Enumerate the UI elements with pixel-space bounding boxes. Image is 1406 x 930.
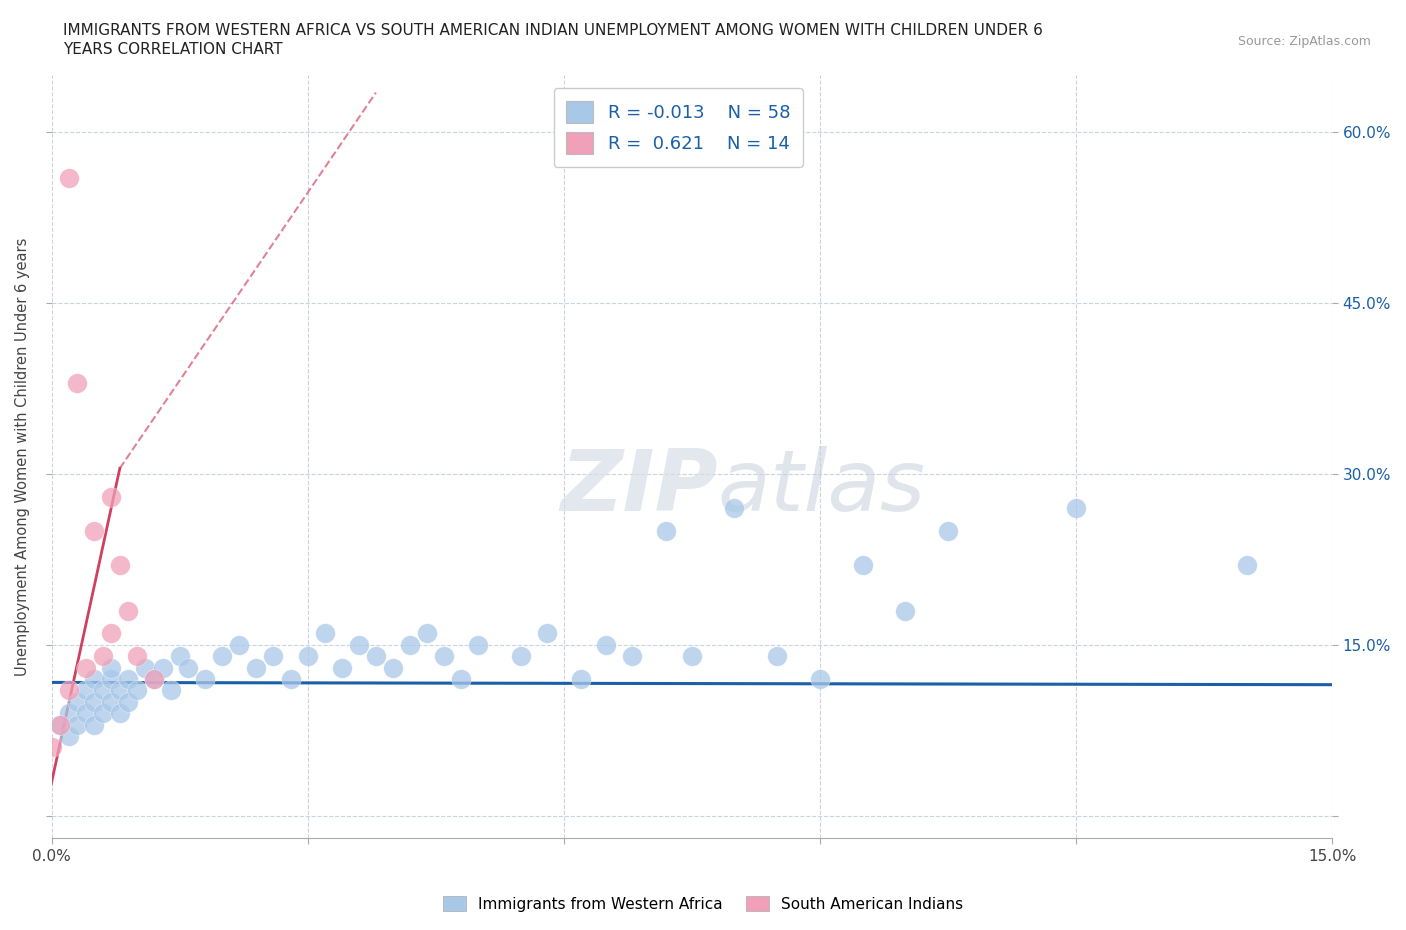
Point xyxy=(58,706,80,721)
Point xyxy=(416,626,439,641)
Legend: Immigrants from Western Africa, South American Indians: Immigrants from Western Africa, South Am… xyxy=(437,889,969,918)
Text: IMMIGRANTS FROM WESTERN AFRICA VS SOUTH AMERICAN INDIAN UNEMPLOYMENT AMONG WOMEN: IMMIGRANTS FROM WESTERN AFRICA VS SOUTH … xyxy=(63,23,1043,38)
Text: YEARS CORRELATION CHART: YEARS CORRELATION CHART xyxy=(63,42,283,57)
Point xyxy=(364,649,387,664)
Point xyxy=(100,671,122,686)
Point xyxy=(108,683,131,698)
Point xyxy=(450,671,472,686)
Point xyxy=(100,695,122,710)
Point xyxy=(297,649,319,664)
Point xyxy=(228,637,250,652)
Point xyxy=(433,649,456,664)
Point xyxy=(49,717,72,732)
Point xyxy=(117,604,139,618)
Point xyxy=(66,695,89,710)
Point xyxy=(108,706,131,721)
Point xyxy=(49,717,72,732)
Point xyxy=(91,706,114,721)
Point xyxy=(125,683,148,698)
Point xyxy=(894,604,917,618)
Point xyxy=(58,728,80,743)
Point xyxy=(936,524,959,538)
Point xyxy=(125,649,148,664)
Point xyxy=(117,695,139,710)
Point xyxy=(100,626,122,641)
Point xyxy=(100,489,122,504)
Point xyxy=(595,637,617,652)
Point xyxy=(108,558,131,573)
Point xyxy=(160,683,183,698)
Point xyxy=(1064,500,1087,515)
Point xyxy=(723,500,745,515)
Point xyxy=(655,524,678,538)
Point xyxy=(58,683,80,698)
Point xyxy=(399,637,422,652)
Point xyxy=(75,706,97,721)
Text: ZIP: ZIP xyxy=(560,446,717,529)
Point xyxy=(152,660,174,675)
Point xyxy=(83,524,105,538)
Point xyxy=(536,626,558,641)
Point xyxy=(41,740,63,755)
Point xyxy=(169,649,191,664)
Point xyxy=(83,717,105,732)
Point xyxy=(58,170,80,185)
Point xyxy=(66,717,89,732)
Point xyxy=(347,637,370,652)
Point xyxy=(75,683,97,698)
Point xyxy=(143,671,166,686)
Point xyxy=(117,671,139,686)
Point xyxy=(467,637,489,652)
Point xyxy=(263,649,285,664)
Point xyxy=(75,660,97,675)
Point xyxy=(851,558,873,573)
Point xyxy=(194,671,217,686)
Text: Source: ZipAtlas.com: Source: ZipAtlas.com xyxy=(1237,35,1371,48)
Point xyxy=(569,671,592,686)
Point xyxy=(91,683,114,698)
Point xyxy=(621,649,644,664)
Point xyxy=(314,626,336,641)
Point xyxy=(766,649,789,664)
Y-axis label: Unemployment Among Women with Children Under 6 years: Unemployment Among Women with Children U… xyxy=(15,238,30,676)
Point xyxy=(83,695,105,710)
Point xyxy=(134,660,156,675)
Point xyxy=(177,660,200,675)
Point xyxy=(280,671,302,686)
Point xyxy=(681,649,703,664)
Point xyxy=(83,671,105,686)
Point xyxy=(382,660,405,675)
Point xyxy=(510,649,533,664)
Legend: R = -0.013    N = 58, R =  0.621    N = 14: R = -0.013 N = 58, R = 0.621 N = 14 xyxy=(554,88,803,166)
Point xyxy=(211,649,233,664)
Point xyxy=(245,660,267,675)
Point xyxy=(91,649,114,664)
Point xyxy=(66,376,89,391)
Point xyxy=(143,671,166,686)
Point xyxy=(330,660,353,675)
Point xyxy=(808,671,831,686)
Point xyxy=(1236,558,1258,573)
Point xyxy=(100,660,122,675)
Text: atlas: atlas xyxy=(717,446,925,529)
